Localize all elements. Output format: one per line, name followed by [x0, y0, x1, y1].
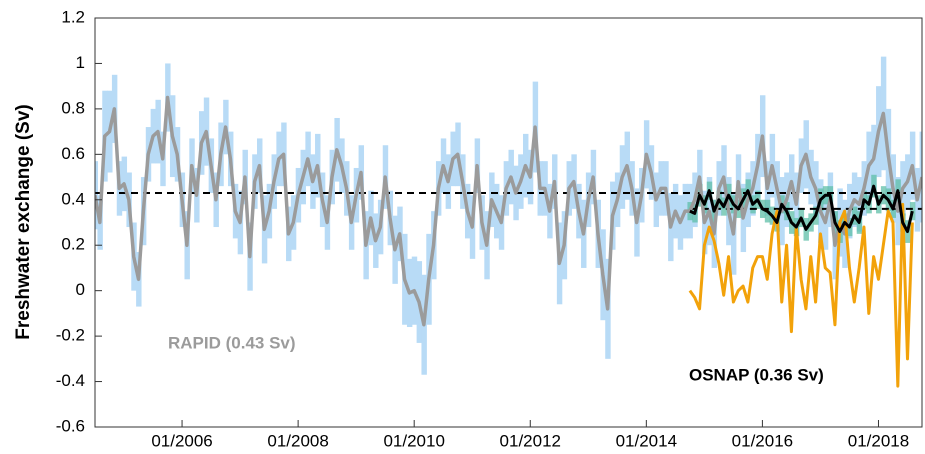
x-tick-label: 01/2016 [732, 431, 793, 450]
x-tick-label: 01/2014 [616, 431, 677, 450]
y-tick-label: 1 [76, 53, 85, 72]
y-tick-label: 1.2 [61, 7, 85, 26]
y-tick-label: -0.2 [56, 326, 85, 345]
y-tick-label: -0.6 [56, 416, 85, 435]
x-tick-label: 01/2008 [267, 431, 328, 450]
series-layer [95, 56, 922, 388]
plot-area [94, 17, 923, 428]
y-axis-label: Freshwater exchange (Sv) [13, 104, 34, 339]
axes-box [94, 17, 923, 428]
x-tick-label: 01/2006 [151, 431, 212, 450]
annotation: RAPID (0.43 Sv) [168, 333, 296, 352]
series-line [689, 184, 914, 234]
x-tick-label: 01/2018 [848, 431, 909, 450]
error-band [909, 202, 916, 221]
y-tick-label: 0 [76, 280, 85, 299]
y-tick-label: 0.4 [61, 189, 85, 208]
y-tick-label: -0.4 [56, 371, 85, 390]
y-tick-label: 0.8 [61, 98, 85, 117]
x-tick-label: 01/2010 [383, 431, 444, 450]
series-line [688, 202, 914, 388]
y-tick-label: 0.2 [61, 235, 85, 254]
y-tick-label: 0.6 [61, 144, 85, 163]
annotation: OSNAP (0.36 Sv) [689, 365, 824, 384]
x-tick-label: 01/2012 [500, 431, 561, 450]
